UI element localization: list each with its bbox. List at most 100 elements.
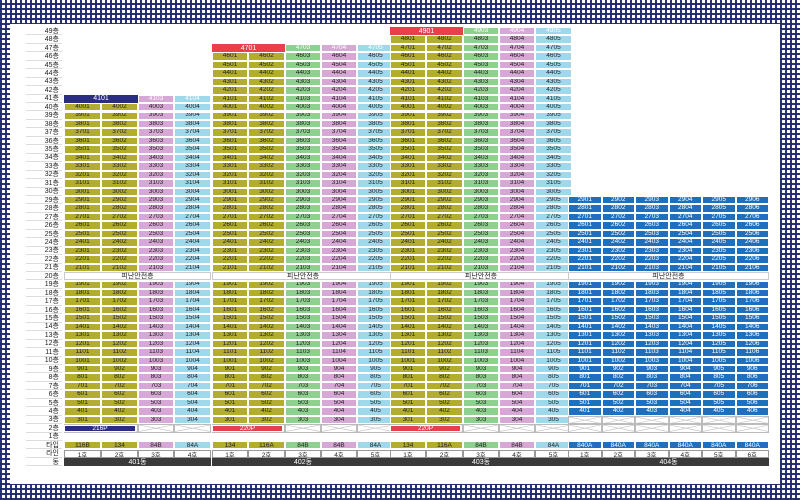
unit-cell[interactable]: 1805 xyxy=(357,288,394,298)
unit-cell[interactable]: 4104 xyxy=(499,94,535,104)
unit-cell[interactable]: 2305 xyxy=(702,246,736,256)
unit-cell[interactable]: 4501 xyxy=(390,60,426,70)
unit-cell[interactable]: 4602 xyxy=(426,52,463,61)
unit-cell[interactable]: 4103 xyxy=(285,94,321,104)
unit-cell[interactable]: 3805 xyxy=(535,119,572,129)
penthouse-unit[interactable]: 4901 xyxy=(390,27,463,36)
unit-cell[interactable]: 2601 xyxy=(390,221,426,230)
unit-cell[interactable]: 3203 xyxy=(285,170,321,180)
unit-cell[interactable]: 3302 xyxy=(101,162,138,171)
unit-cell[interactable]: 1704 xyxy=(499,297,535,306)
unit-cell[interactable]: 2206 xyxy=(735,255,769,264)
unit-cell[interactable]: 2302 xyxy=(248,246,285,256)
unit-cell[interactable]: 1903 xyxy=(635,280,669,289)
unit-cell[interactable]: 1105 xyxy=(535,348,572,357)
unit-cell[interactable]: 1403 xyxy=(138,322,174,332)
unit-cell[interactable]: 2802 xyxy=(601,204,635,213)
unit-cell[interactable]: 604 xyxy=(499,390,535,399)
unit-cell[interactable]: 3902 xyxy=(426,111,463,120)
unit-cell[interactable]: 2104 xyxy=(321,263,357,273)
unit-cell[interactable]: 3705 xyxy=(535,128,572,137)
unit-cell[interactable]: 704 xyxy=(499,381,535,391)
unit-cell[interactable]: 4301 xyxy=(390,77,426,87)
unit-cell[interactable]: 1104 xyxy=(321,348,357,357)
unit-cell[interactable]: 1501 xyxy=(568,314,602,323)
unit-cell[interactable]: 603 xyxy=(138,390,174,399)
unit-cell[interactable]: 2705 xyxy=(702,212,736,222)
unit-cell[interactable]: 2602 xyxy=(601,221,635,230)
unit-cell[interactable]: 4003 xyxy=(285,103,321,112)
unit-cell[interactable]: 2804 xyxy=(174,204,211,213)
unit-cell[interactable]: 1204 xyxy=(668,339,702,349)
unit-cell[interactable]: 1604 xyxy=(499,305,535,315)
unit-cell[interactable]: 2105 xyxy=(702,263,736,273)
unit-cell[interactable]: 2703 xyxy=(463,212,499,222)
unit-cell[interactable]: 1703 xyxy=(285,297,321,306)
unit-cell[interactable]: 2903 xyxy=(285,196,321,205)
unit-cell[interactable]: 703 xyxy=(635,381,669,391)
unit-cell[interactable]: 2302 xyxy=(601,246,635,256)
unit-cell[interactable]: 2804 xyxy=(499,204,535,213)
unit-cell[interactable]: 2304 xyxy=(321,246,357,256)
unit-cell[interactable]: 3704 xyxy=(499,128,535,137)
unit-cell[interactable]: 4505 xyxy=(535,60,572,70)
unit-cell[interactable]: 2302 xyxy=(426,246,463,256)
unit-cell[interactable]: 4001 xyxy=(212,103,248,112)
unit-cell[interactable]: 1204 xyxy=(174,339,211,349)
unit-cell[interactable]: 2601 xyxy=(212,221,248,230)
unit-cell[interactable]: 3005 xyxy=(357,187,394,196)
unit-cell[interactable]: 1504 xyxy=(174,314,211,323)
unit-cell[interactable]: 1004 xyxy=(668,356,702,365)
unit-cell[interactable]: 305 xyxy=(357,415,394,425)
unit-cell[interactable]: 2902 xyxy=(601,196,635,205)
unit-cell[interactable]: 2401 xyxy=(568,238,602,247)
unit-cell[interactable]: 301 xyxy=(390,415,426,425)
unit-cell[interactable]: 503 xyxy=(285,398,321,408)
unit-cell[interactable]: 2702 xyxy=(426,212,463,222)
unit-cell[interactable]: 504 xyxy=(174,398,211,408)
unit-cell[interactable]: 2803 xyxy=(138,204,174,213)
unit-cell[interactable]: 1702 xyxy=(426,297,463,306)
unit-cell[interactable]: 1902 xyxy=(426,280,463,289)
unit-cell[interactable]: 2803 xyxy=(463,204,499,213)
unit-cell[interactable]: 3701 xyxy=(390,128,426,137)
unit-cell[interactable]: 2203 xyxy=(635,255,669,264)
unit-cell[interactable]: 2102 xyxy=(601,263,635,273)
unit-cell[interactable]: 4005 xyxy=(535,103,572,112)
unit-cell[interactable]: 2203 xyxy=(138,255,174,264)
unit-cell[interactable]: 4605 xyxy=(535,52,572,61)
unit-cell[interactable]: 2402 xyxy=(426,238,463,247)
unit-cell[interactable]: 4805 xyxy=(535,35,572,44)
unit-cell[interactable]: 701 xyxy=(568,381,602,391)
unit-cell[interactable]: 3701 xyxy=(64,128,101,137)
unit-cell[interactable]: 303 xyxy=(463,415,499,425)
unit-cell[interactable]: 1504 xyxy=(668,314,702,323)
unit-cell[interactable]: 4903 xyxy=(463,27,499,36)
unit-cell[interactable]: 1901 xyxy=(390,280,426,289)
unit-cell[interactable]: 2103 xyxy=(463,263,499,273)
unit-cell[interactable]: 3502 xyxy=(101,145,138,154)
unit-cell[interactable]: 2902 xyxy=(101,196,138,205)
unit-cell[interactable]: 502 xyxy=(426,398,463,408)
unit-cell[interactable]: 1701 xyxy=(568,297,602,306)
unit-cell[interactable]: 2702 xyxy=(601,212,635,222)
unit-cell[interactable]: 4505 xyxy=(357,60,394,70)
unit-cell[interactable]: 601 xyxy=(64,390,101,399)
unit-cell[interactable]: 2202 xyxy=(601,255,635,264)
unit-cell[interactable]: 2302 xyxy=(101,246,138,256)
unit-cell[interactable]: 1702 xyxy=(248,297,285,306)
unit-cell[interactable]: 2803 xyxy=(635,204,669,213)
unit-cell[interactable]: 804 xyxy=(499,373,535,382)
unit-cell[interactable]: 1602 xyxy=(101,305,138,315)
unit-cell[interactable]: 2904 xyxy=(174,196,211,205)
unit-cell[interactable]: 1502 xyxy=(426,314,463,323)
unit-cell[interactable]: 902 xyxy=(601,365,635,374)
unit-cell[interactable]: 802 xyxy=(601,373,635,382)
unit-cell[interactable]: 404 xyxy=(499,407,535,416)
unit-cell[interactable]: 503 xyxy=(138,398,174,408)
unit-cell[interactable]: 3802 xyxy=(426,119,463,129)
unit-cell[interactable]: 1902 xyxy=(248,280,285,289)
unit-cell[interactable]: 1906 xyxy=(735,280,769,289)
unit-cell[interactable]: 1503 xyxy=(463,314,499,323)
unit-cell[interactable]: 1603 xyxy=(138,305,174,315)
